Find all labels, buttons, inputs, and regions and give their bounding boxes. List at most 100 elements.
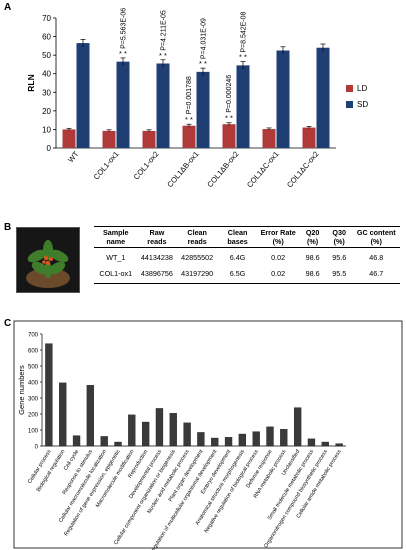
table-header-cell: Clean bases	[218, 226, 258, 248]
x-tick-label: COL1ΔB-ox2	[205, 150, 240, 190]
bar	[100, 436, 108, 447]
bar	[114, 441, 122, 447]
significance-stars: * *	[199, 59, 207, 68]
bar	[307, 438, 316, 447]
significance-stars: * *	[239, 53, 247, 62]
legend-label-sd: SD	[357, 100, 368, 109]
table-cell: 6.5G	[218, 264, 258, 284]
bar	[280, 429, 288, 447]
y-tick-label: 30	[42, 88, 51, 97]
chart-frame	[13, 320, 403, 549]
table-header-cell: Q20 (%)	[299, 226, 326, 248]
bar-ld	[302, 127, 316, 148]
bar-ld	[262, 129, 276, 148]
table-header-cell: Raw reads	[137, 226, 177, 248]
panel-a-label: A	[4, 2, 12, 13]
table-header-cell: Error Rate (%)	[257, 226, 300, 248]
x-tick-label: COL1-ox1	[92, 150, 121, 182]
bar	[224, 437, 233, 447]
p-value-label: P=5.563E-06	[121, 8, 128, 49]
bar	[197, 432, 205, 447]
bar	[128, 414, 136, 447]
bar	[238, 433, 247, 447]
x-tick-label: COL1ΔC-ox2	[285, 150, 321, 190]
sequencing-table: Sample name Raw reads Clean reads Clean bas…	[94, 226, 400, 284]
table-cell: 44134238	[140, 253, 173, 262]
bar	[252, 431, 260, 447]
panel-b-label: B	[4, 222, 12, 233]
y-tick-label: 10	[42, 125, 51, 134]
bar	[211, 437, 219, 447]
bar-sd	[116, 61, 130, 149]
table-row: WT_1 44134238 42855502 6.4G 0.02 98.6 95.6 46.8	[94, 248, 400, 265]
bar-ld	[142, 130, 156, 148]
table-header-cell: GC content (%)	[352, 226, 400, 248]
p-value-label: P=4.031E-09	[201, 18, 208, 59]
y-axis-label: RLN	[26, 74, 36, 91]
bar-sd	[316, 47, 330, 148]
table-cell: 6.4G	[229, 253, 246, 262]
table-row: COL1-ox1 43896756 43197290 6.5G 0.02 98.6 95.5…	[94, 264, 400, 284]
x-tick-label: COL1ΔB-ox1	[165, 150, 200, 190]
bar	[141, 421, 150, 447]
bar-ld	[222, 124, 236, 148]
table-cell: 42855502	[181, 253, 214, 262]
table-cell: 98.6	[299, 264, 326, 284]
bar	[183, 422, 191, 447]
bar-ld	[182, 125, 196, 148]
bar	[45, 343, 53, 447]
table-cell: 95.6	[332, 253, 347, 262]
table-cell: COL1-ox1	[94, 264, 138, 284]
y-tick-label: 20	[42, 107, 51, 116]
bar-ld	[62, 129, 76, 148]
bar	[335, 443, 343, 447]
p-value-label: P=0.000246	[226, 75, 233, 113]
table-cell: 43197290	[176, 264, 219, 284]
bar	[155, 408, 164, 447]
table-cell: 43896756	[137, 264, 177, 284]
y-tick-label: 600	[28, 349, 39, 355]
bar-sd	[236, 65, 250, 148]
significance-stars: * *	[119, 49, 127, 58]
y-tick-label: 60	[42, 33, 51, 42]
bar	[169, 413, 177, 447]
p-value-label: P=0.001788	[186, 76, 193, 114]
legend-swatch-ld	[346, 85, 353, 92]
table-header-cell: Q30 (%)	[325, 226, 353, 248]
table-cell: WT_1	[106, 253, 126, 262]
bar	[86, 385, 95, 447]
table-header-cell: Clean reads	[176, 226, 219, 248]
y-tick-label: 400	[28, 381, 39, 387]
table-cell: 46.7	[352, 264, 400, 284]
table-cell: 0.02	[271, 253, 286, 262]
x-tick-label: COL1-ox2	[132, 150, 161, 182]
y-tick-label: 500	[28, 365, 39, 371]
bar	[293, 407, 302, 447]
legend-label-ld: LD	[357, 84, 367, 93]
y-tick-label: 70	[42, 14, 51, 23]
bar-sd	[196, 71, 210, 148]
y-tick-label: 300	[28, 397, 39, 403]
y-tick-label: 0	[35, 445, 39, 451]
bar-sd	[156, 63, 170, 148]
p-value-label: P=4.211E-05	[161, 10, 168, 51]
bar	[59, 382, 67, 447]
bar	[72, 435, 81, 447]
table-cell: 46.8	[369, 253, 384, 262]
significance-stars: * *	[185, 115, 193, 124]
significance-stars: * *	[159, 51, 167, 60]
x-tick-label: COL1ΔC-ox1	[245, 150, 281, 190]
panel-c-label: C	[4, 318, 12, 329]
table-cell: 98.6	[305, 253, 320, 262]
plant-photo	[16, 227, 80, 293]
bar	[321, 441, 329, 447]
y-axis-label: Gene numbers	[17, 365, 26, 415]
bar-sd	[76, 43, 90, 149]
y-tick-label: 200	[28, 413, 39, 419]
y-tick-label: 40	[42, 70, 51, 79]
y-tick-label: 700	[28, 333, 39, 339]
y-tick-label: 100	[28, 429, 39, 435]
table-cell: 0.02	[257, 264, 300, 284]
